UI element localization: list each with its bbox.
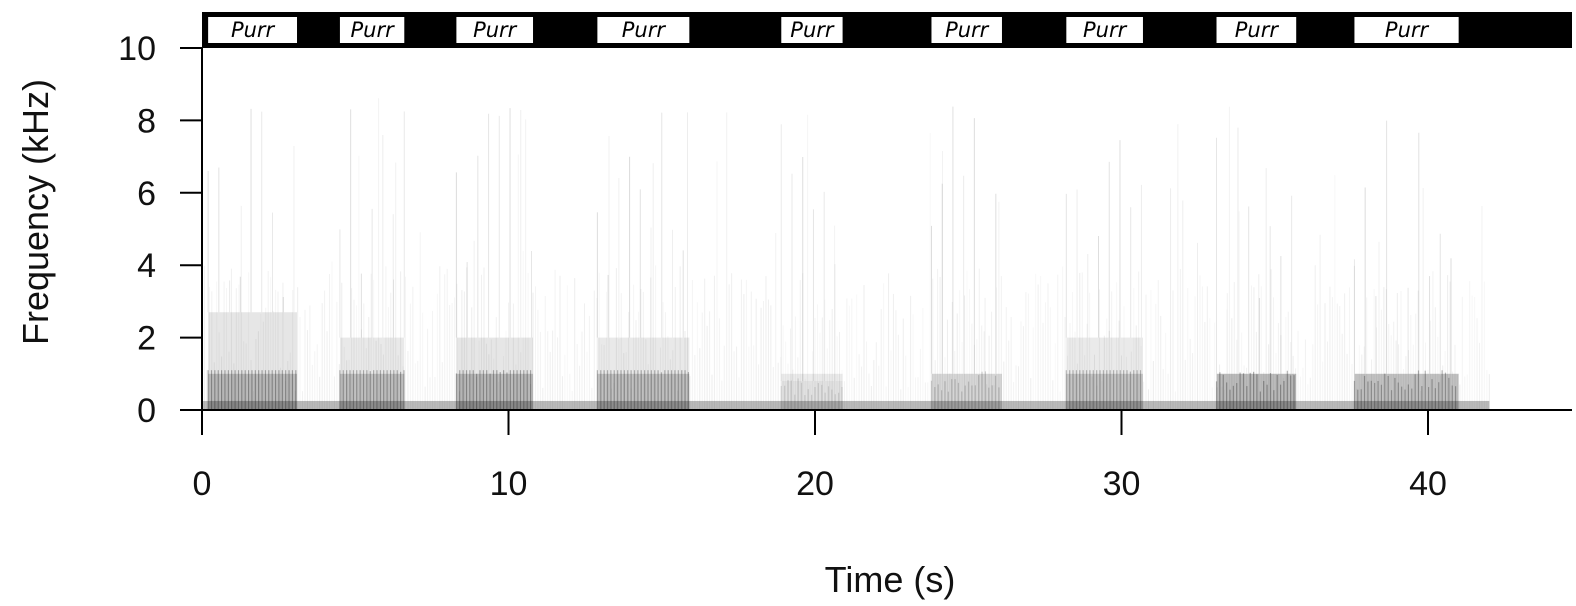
purr-energy-region (1065, 140, 1143, 410)
purr-energy-region (780, 124, 843, 410)
purr-energy-core (1066, 373, 1143, 410)
purr-label-box (1066, 17, 1143, 43)
y-tick-label: 2 (137, 320, 156, 358)
purr-energy-core (597, 373, 690, 410)
x-tick-label: 20 (796, 465, 834, 503)
purr-energy-region (1353, 120, 1459, 410)
purr-energy-region (339, 109, 405, 410)
x-tick-label: 30 (1103, 465, 1141, 503)
purr-energy-core (208, 373, 298, 410)
purr-energy-haze (1216, 373, 1297, 410)
purr-label-text: Purr (1385, 18, 1430, 42)
purr-energy-region (930, 106, 1002, 410)
y-tick-label: 8 (137, 102, 156, 140)
purr-label-text: Purr (1083, 18, 1128, 42)
purr-energy-region (207, 108, 298, 410)
purr-energy-core (931, 373, 1002, 410)
purr-label-box (339, 17, 405, 43)
purr-label-text: Purr (231, 18, 276, 42)
purr-energy-haze (781, 381, 843, 410)
axes: 0 2 4 6 8 10 0 10 20 30 40 (118, 30, 1572, 503)
x-tick-label: 10 (490, 465, 528, 503)
purr-label-box (1354, 17, 1459, 43)
purr-energy-core (456, 373, 534, 410)
x-tick-label: 0 (193, 465, 212, 503)
purr-label-text: Purr (790, 18, 835, 42)
purr-energy-core (1216, 373, 1297, 410)
purr-energy-haze (931, 373, 1002, 410)
purr-label-text: Purr (945, 18, 990, 42)
purr-energy-region (596, 112, 690, 410)
purr-energy-region (1215, 127, 1297, 410)
purr-energy-core (339, 373, 405, 410)
purr-energy-region (455, 108, 534, 410)
purr-energy-haze (456, 337, 534, 410)
y-tick-label: 6 (137, 175, 156, 213)
purr-label-box (1216, 17, 1297, 43)
y-tick-label: 10 (118, 30, 156, 68)
low-frequency-band (202, 400, 1490, 410)
spectrogram-energy (202, 98, 1490, 410)
purr-label-box (931, 17, 1002, 43)
annotation-bar-background (202, 12, 1572, 48)
purr-label-box (781, 17, 843, 43)
x-tick-label: 40 (1409, 465, 1447, 503)
y-tick-label: 0 (137, 392, 156, 430)
purr-label-text: Purr (622, 18, 667, 42)
purr-energy-haze (339, 337, 405, 410)
purr-label-box (597, 17, 690, 43)
y-tick-label: 4 (137, 247, 156, 285)
y-axis-title: Frequency (kHz) (15, 79, 56, 345)
purr-label-box (208, 17, 298, 43)
purr-label-text: Purr (350, 18, 395, 42)
purr-energy-core (1354, 373, 1459, 410)
purr-energy-haze (597, 337, 690, 410)
purr-annotation-bar: Purr Purr Purr Purr Purr Purr Purr Purr Purr (202, 12, 1572, 48)
purr-label-text: Purr (1235, 18, 1280, 42)
purr-energy-haze (208, 312, 298, 410)
x-axis-title: Time (s) (825, 559, 956, 600)
purr-label-box (456, 17, 534, 43)
purr-label-text: Purr (473, 18, 518, 42)
purr-energy-haze (1066, 337, 1143, 410)
purr-energy-haze (1354, 373, 1459, 410)
purr-energy-core (781, 373, 843, 410)
